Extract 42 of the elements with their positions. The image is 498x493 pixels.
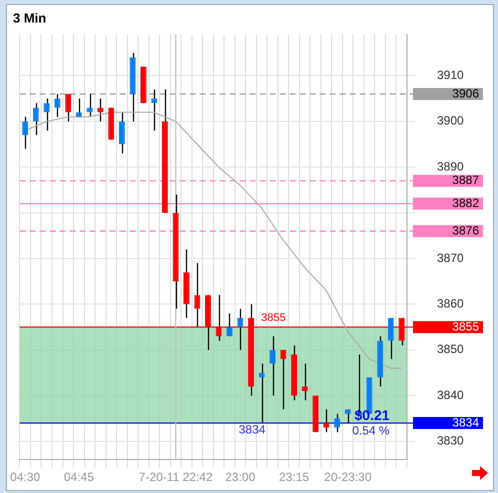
candlestick (388, 317, 394, 360)
candlestick (334, 413, 340, 433)
candlestick (97, 98, 104, 122)
candlestick (54, 93, 60, 118)
ref-line-label: 3882 (452, 196, 480, 210)
candlestick (65, 93, 72, 122)
annotation: 3834 (238, 422, 266, 436)
candlestick (44, 98, 50, 132)
candlestick (76, 98, 82, 118)
x-tick-label: 23:15 (279, 470, 310, 484)
y-tick-label: 3840 (437, 388, 464, 402)
y-tick-label: 3910 (437, 68, 464, 82)
ref-line-label: 3887 (452, 173, 480, 188)
y-tick-label: 3900 (437, 114, 464, 128)
candlestick (32, 102, 39, 136)
candlestick (302, 363, 308, 401)
x-tick-label: 04:30 (10, 470, 40, 484)
ref-line-label: 3906 (452, 86, 480, 100)
candlestick (86, 93, 93, 118)
candlestick (344, 408, 351, 424)
y-tick-label: 3890 (437, 159, 464, 174)
annotation: $0.21 (354, 406, 390, 423)
ref-line-label: 3876 (452, 223, 480, 238)
ref-line-label: 3855 (452, 319, 480, 334)
ref-line-label: 3834 (452, 415, 480, 430)
chart-title: 3 Min (13, 10, 46, 26)
y-tick-label: 3870 (437, 250, 464, 265)
x-tick-label: 23:00 (225, 470, 256, 484)
candlestick (151, 88, 158, 132)
candlestick (270, 336, 276, 396)
y-tick-label: 3830 (437, 434, 464, 448)
annotation: 3855 (261, 312, 286, 324)
candlestick (118, 112, 125, 154)
x-tick-label: 20-23:30 (324, 470, 372, 484)
annotation: 0.54 % (352, 423, 390, 438)
x-tick-label: 04:45 (64, 470, 94, 484)
candlestick (22, 116, 28, 150)
candlestick (323, 408, 330, 433)
candlestick (226, 312, 232, 337)
x-tick-label: 7-20-11 22:42 (138, 470, 213, 484)
y-tick-label: 3850 (437, 342, 464, 356)
y-tick-label: 3860 (437, 296, 464, 311)
